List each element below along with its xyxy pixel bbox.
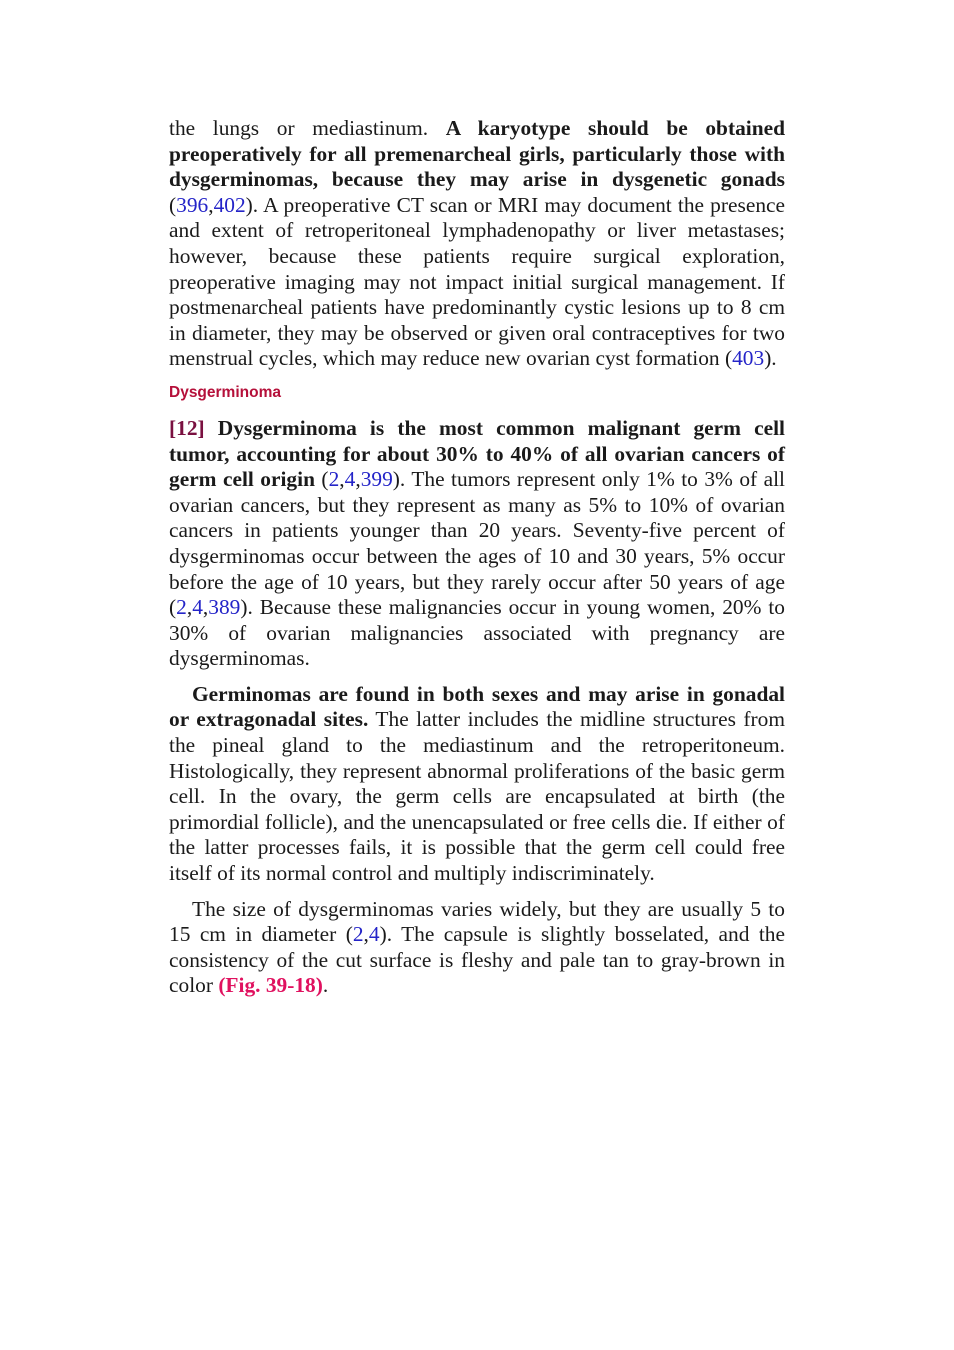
document-page: the lungs or mediastinum. A karyotype sh… (169, 116, 785, 999)
reference-link[interactable]: 396 (176, 192, 209, 217)
ref-separator: , (339, 467, 345, 492)
ref-separator: , (363, 922, 369, 947)
bold-statement: A karyotype should be obtained preoperat… (169, 116, 785, 192)
reference-link[interactable]: 389 (208, 595, 241, 620)
text: ( (169, 192, 177, 217)
figure-link[interactable]: (Fig. 39-18) (218, 973, 323, 998)
text: ). The capsule is slightly bosselated, a… (169, 922, 785, 998)
paragraph-karyotype: the lungs or mediastinum. A karyotype sh… (169, 116, 785, 372)
text: ). A preoperative CT scan or MRI may doc… (169, 192, 785, 371)
ref-separator: , (186, 595, 193, 620)
paragraph-size: The size of dysgerminomas varies widely,… (169, 897, 785, 999)
text: ( (314, 467, 329, 492)
paragraph-germinomas: Germinomas are found in both sexes and m… (169, 682, 785, 887)
reference-link[interactable]: 2 (352, 922, 364, 947)
text: The latter includes the midline structur… (169, 707, 785, 886)
ref-separator: , (355, 467, 361, 492)
reference-link[interactable]: 402 (213, 192, 246, 217)
section-heading: Dysgerminoma (169, 383, 281, 401)
reference-link[interactable]: 403 (732, 346, 765, 371)
reference-link[interactable]: 2 (176, 595, 187, 620)
ref-separator: , (208, 192, 214, 217)
reference-link[interactable]: 4 (344, 467, 356, 492)
reference-link[interactable]: 4 (368, 922, 380, 947)
text: ). Because these malignancies occur in y… (169, 595, 785, 671)
paragraph-dysgerminoma-intro: [12] Dysgerminoma is the most common mal… (169, 416, 785, 672)
ref-separator: , (202, 595, 209, 620)
text: the lungs or mediastinum. (169, 116, 446, 140)
bold-statement: Germinomas are found in both sexes and m… (169, 681, 785, 732)
paragraph-number: [12] (169, 415, 205, 440)
reference-link[interactable]: 399 (360, 467, 393, 492)
text: ). The tumors represent only 1% to 3% of… (169, 467, 785, 620)
text: ). (764, 346, 777, 371)
text: The size of dysgerminomas varies widely,… (169, 896, 785, 947)
bold-statement: Dysgerminoma is the most common malignan… (169, 415, 785, 492)
reference-link[interactable]: 2 (328, 467, 340, 492)
reference-link[interactable]: 4 (192, 595, 203, 620)
text: . (322, 973, 329, 998)
